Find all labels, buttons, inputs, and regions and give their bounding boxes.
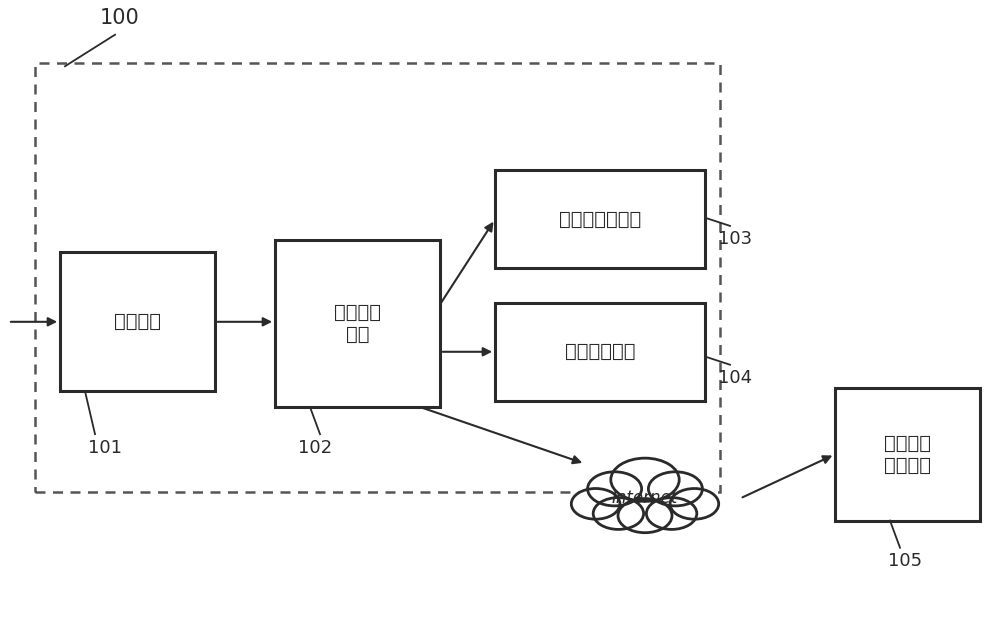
Text: 104: 104 [718, 369, 752, 387]
Text: Internet: Internet [612, 490, 678, 507]
Text: 103: 103 [718, 230, 752, 249]
Text: 视频播放器模块: 视频播放器模块 [559, 209, 641, 229]
Circle shape [670, 488, 719, 519]
Bar [835, 388, 980, 521]
Text: 101: 101 [88, 439, 122, 457]
Circle shape [646, 498, 697, 529]
Text: 远程结果
视图模块: 远程结果 视图模块 [884, 434, 931, 475]
Text: 接口模块: 接口模块 [114, 312, 161, 331]
Circle shape [618, 498, 672, 533]
Circle shape [588, 472, 642, 506]
Text: 结果视图模块: 结果视图模块 [565, 342, 635, 362]
Bar [60, 252, 215, 391]
Circle shape [571, 488, 620, 519]
Text: 102: 102 [298, 439, 332, 457]
Bar [495, 303, 705, 401]
Circle shape [611, 458, 679, 501]
Bar [35, 63, 720, 492]
Text: 100: 100 [100, 8, 140, 28]
Text: 数据处理
模块: 数据处理 模块 [334, 303, 381, 344]
Bar [495, 170, 705, 268]
Circle shape [648, 472, 702, 506]
Text: 105: 105 [888, 552, 922, 570]
Circle shape [593, 498, 644, 529]
Bar [275, 240, 440, 407]
